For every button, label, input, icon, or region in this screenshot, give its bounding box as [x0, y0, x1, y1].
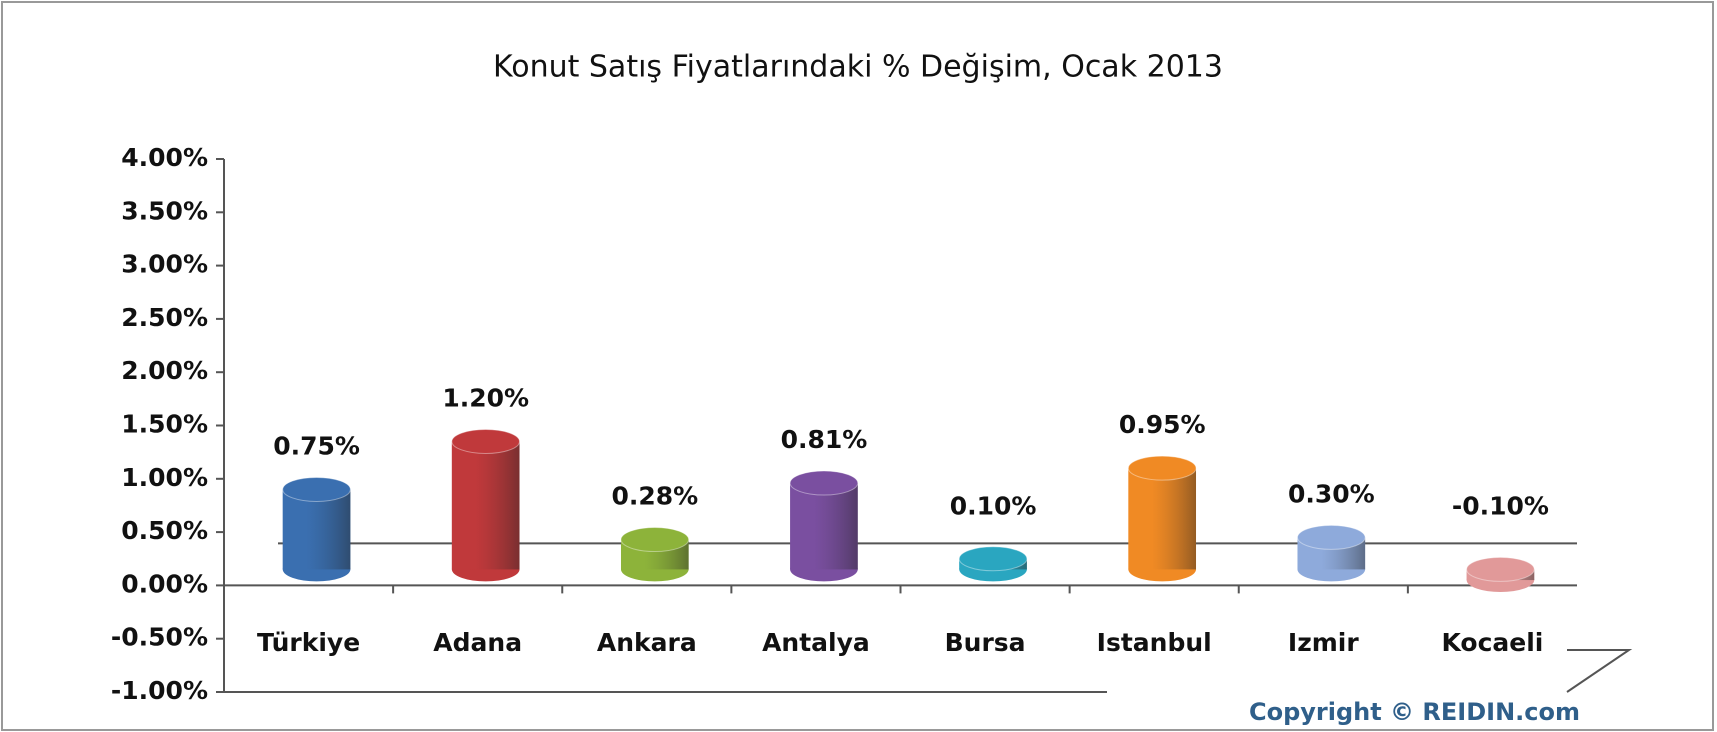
cylinder-top: [789, 470, 859, 496]
y-tick-label: -0.50%: [111, 623, 208, 652]
x-tick-label: Adana: [433, 628, 522, 657]
bar-shade: [282, 489, 351, 570]
value-label: 0.95%: [1119, 410, 1206, 439]
x-tick-label: Istanbul: [1097, 628, 1212, 657]
value-label: 0.75%: [273, 431, 360, 460]
cylinder-top: [1466, 556, 1535, 582]
x-tick-label: Kocaeli: [1441, 628, 1543, 657]
x-tick-label: Türkiye: [257, 628, 360, 657]
y-tick-label: 2.00%: [121, 356, 208, 385]
copyright: Copyright © REIDIN.com: [1249, 698, 1580, 726]
y-tick-label: 2.50%: [121, 303, 208, 332]
y-tick-label: 0.00%: [121, 569, 208, 598]
cylinder-top: [451, 428, 521, 454]
bar-shade: [790, 483, 858, 570]
chart-title: Konut Satış Fiyatlarındaki % Değişim, Oc…: [493, 50, 1223, 85]
cylinder-top: [1296, 524, 1366, 550]
value-label: 0.10%: [950, 491, 1037, 520]
bar-shade: [1128, 468, 1197, 570]
x-tick-label: Izmir: [1288, 628, 1359, 657]
cylinder-top: [1127, 455, 1197, 481]
y-tick-label: 1.00%: [121, 463, 208, 492]
y-tick-label: 3.50%: [121, 196, 208, 225]
value-label: 0.28%: [611, 482, 698, 511]
y-tick-label: 1.50%: [121, 410, 208, 439]
value-label: 0.30%: [1288, 479, 1375, 508]
floor: [224, 649, 1633, 693]
cylinder-top: [620, 527, 690, 553]
value-label: 0.81%: [781, 425, 868, 454]
cylinder-top: [282, 476, 351, 502]
x-tick-label: Bursa: [945, 628, 1026, 657]
bar-shade: [451, 441, 520, 570]
y-tick-label: 3.00%: [121, 250, 208, 279]
cylinder-top: [958, 546, 1028, 572]
value-label: 1.20%: [442, 383, 529, 412]
value-label: -0.10%: [1452, 491, 1549, 520]
x-tick-label: Ankara: [597, 628, 697, 657]
y-tick-label: 0.50%: [121, 516, 208, 545]
y-tick-label: -1.00%: [111, 676, 208, 705]
y-tick-label: 4.00%: [121, 143, 208, 172]
x-tick-label: Antalya: [762, 628, 870, 657]
